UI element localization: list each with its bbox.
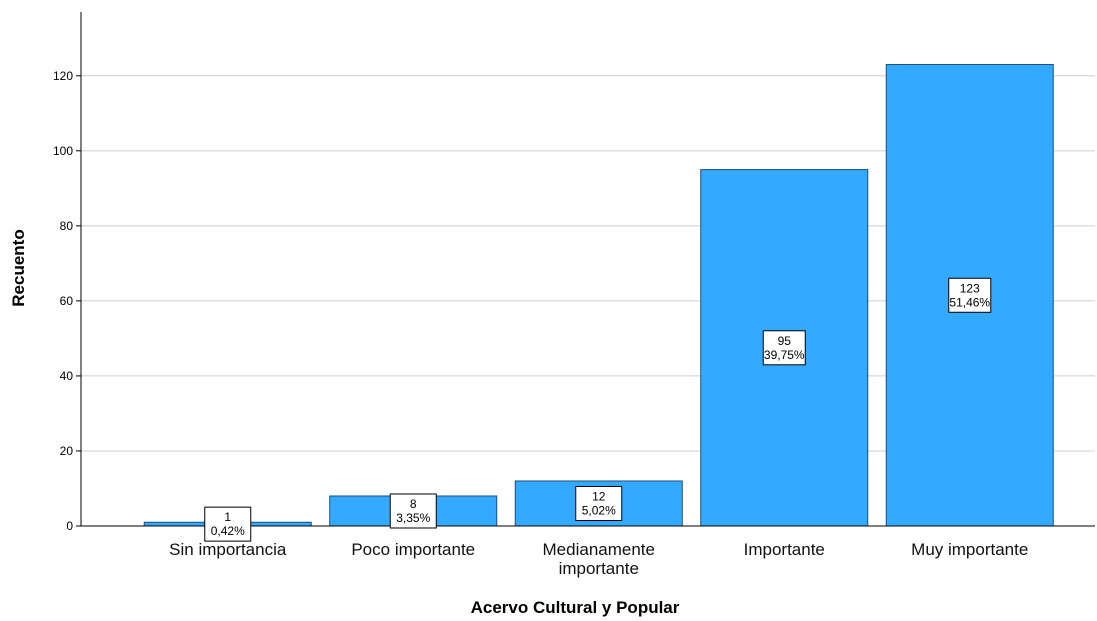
data-label-count: 1 xyxy=(224,510,231,524)
data-label: 10,42% xyxy=(204,506,252,542)
data-label-box xyxy=(762,330,806,366)
data-label-box xyxy=(948,277,992,313)
x-category-label: Medianamente xyxy=(543,540,655,559)
data-label-percent: 3,35% xyxy=(396,511,430,525)
y-axis-title: Recuento xyxy=(9,229,28,306)
y-tick-label: 60 xyxy=(60,294,74,308)
data-label-percent: 51,46% xyxy=(949,295,990,309)
y-tick-label: 80 xyxy=(60,219,74,233)
x-category-label: Poco importante xyxy=(351,540,475,559)
x-category-label: Muy importante xyxy=(911,540,1028,559)
data-label-count: 12 xyxy=(592,489,606,503)
data-label-count: 123 xyxy=(960,281,980,295)
data-label-percent: 39,75% xyxy=(764,348,805,362)
data-label-box xyxy=(575,485,623,521)
x-category-label: Sin importancia xyxy=(169,540,287,559)
data-label: 83,35% xyxy=(389,493,437,529)
data-label-box xyxy=(389,493,437,529)
y-tick-label: 20 xyxy=(60,444,74,458)
y-tick-label: 100 xyxy=(53,144,73,158)
y-ticks: 0 20 40 60 80 100 120 xyxy=(53,69,81,533)
x-axis-title: Acervo Cultural y Popular xyxy=(471,598,680,617)
y-tick-label: 0 xyxy=(66,519,73,533)
data-label: 125,02% xyxy=(575,485,623,521)
x-categories: Sin importancia Poco importante Medianamen… xyxy=(169,540,1028,578)
data-label-count: 8 xyxy=(410,497,417,511)
bar xyxy=(885,64,1054,527)
data-label-box xyxy=(204,506,252,542)
y-tick-label: 40 xyxy=(60,369,74,383)
x-category-label: importante xyxy=(559,559,639,578)
data-label-count: 95 xyxy=(778,334,792,348)
y-tick-label: 120 xyxy=(53,69,73,83)
x-category-label: Importante xyxy=(744,540,825,559)
data-label-percent: 5,02% xyxy=(582,503,616,517)
bars xyxy=(143,64,1054,527)
data-label-percent: 0,42% xyxy=(211,524,245,538)
